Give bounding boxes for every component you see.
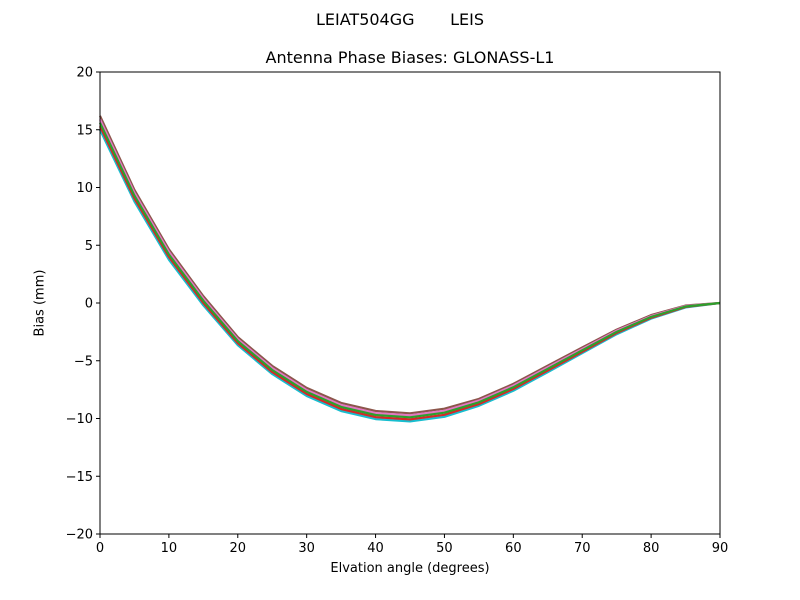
chart-suptitle: LEIAT504GG LEIS xyxy=(315,10,485,29)
series-line-0 xyxy=(99,115,721,415)
x-axis-label: Elvation angle (degrees) xyxy=(330,561,490,576)
x-tick-label: 20 xyxy=(230,541,247,556)
x-tick-label: 40 xyxy=(367,541,384,556)
x-tick-label: 70 xyxy=(574,541,591,556)
y-tick-label: −20 xyxy=(66,528,93,543)
y-tick-label: 10 xyxy=(76,181,93,196)
series-line-2 xyxy=(99,129,721,423)
x-tick-label: 0 xyxy=(96,541,104,556)
series-line-4 xyxy=(99,122,721,419)
y-tick-label: 20 xyxy=(76,66,93,81)
x-tick-label: 90 xyxy=(712,541,729,556)
plot-frame xyxy=(99,71,721,535)
series-line-3 xyxy=(99,125,721,421)
x-tick-label: 50 xyxy=(436,541,453,556)
x-tick-label: 60 xyxy=(505,541,522,556)
y-tick-label: 0 xyxy=(85,297,93,312)
x-tick-label: 30 xyxy=(298,541,315,556)
y-tick-label: −15 xyxy=(66,470,93,485)
x-tick-label: 10 xyxy=(161,541,178,556)
y-tick-label: 5 xyxy=(85,239,93,254)
series-line-1 xyxy=(99,118,721,417)
x-tick-label: 80 xyxy=(643,541,660,556)
chart-title: Antenna Phase Biases: GLONASS-L1 xyxy=(265,48,555,67)
y-tick-label: −5 xyxy=(74,354,93,369)
y-tick-label: 15 xyxy=(76,123,93,138)
y-tick-label: −10 xyxy=(66,412,93,427)
